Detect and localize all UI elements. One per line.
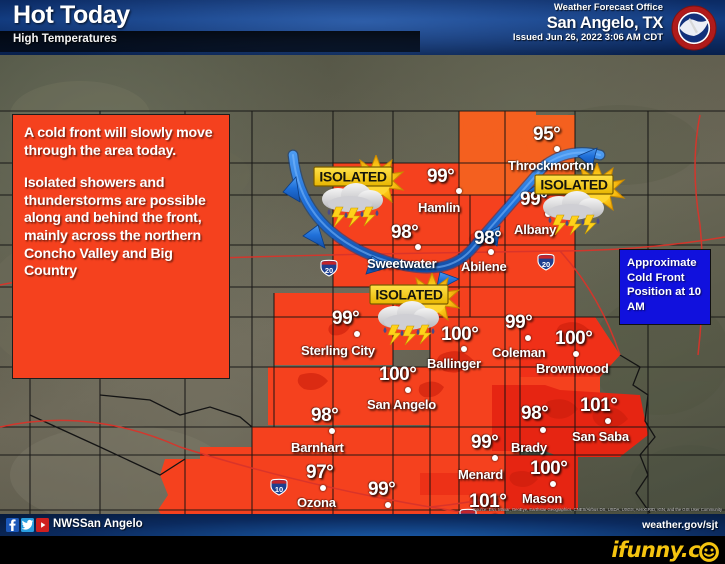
smiley-icon: [699, 541, 719, 562]
nws-logo-icon: [671, 5, 717, 51]
temperature-label: 95°: [533, 124, 561, 145]
city-point-marker: [488, 249, 494, 255]
interstate-shield-icon: 20: [319, 259, 339, 282]
city-point-marker: [492, 455, 498, 461]
ifunny-text: ifunny.c: [611, 538, 700, 562]
page-title: Hot Today: [13, 1, 130, 29]
interstate-shield-icon: 10: [458, 508, 478, 514]
temperature-label: 99°: [368, 479, 396, 500]
city-point-marker: [456, 188, 462, 194]
city-point-marker: [554, 146, 560, 152]
svg-text:ISOLATED: ISOLATED: [540, 177, 608, 193]
office-info: Weather Forecast Office San Angelo, TX I…: [512, 2, 664, 44]
city-label: San Saba: [572, 429, 629, 444]
city-label: Mason: [522, 491, 563, 506]
city-point-marker: [405, 387, 411, 393]
forecast-map[interactable]: ISOLATED ISOLATED ISOLATED 20 20 10 10 95° Thr…: [0, 55, 725, 514]
bottom-black-bar: [0, 536, 725, 564]
office-location: San Angelo, TX: [546, 13, 664, 32]
temperature-label: 101°: [469, 491, 507, 512]
temperature-label: 98°: [521, 403, 549, 424]
temperature-label: 99°: [505, 312, 533, 333]
city-label: Hamlin: [418, 200, 461, 215]
cold-front-line: [282, 147, 606, 292]
svg-text:ISOLATED: ISOLATED: [319, 169, 387, 185]
interstate-shield-icon: 20: [536, 253, 556, 276]
legend-text: Approximate Cold Front Position at 10 AM: [627, 257, 702, 313]
city-label: Barnhart: [291, 440, 344, 455]
city-label: Albany: [514, 222, 557, 237]
city-point-marker: [320, 485, 326, 491]
city-label: Throckmorton: [508, 158, 594, 173]
svg-text:10: 10: [275, 485, 283, 494]
city-label: Brady: [511, 440, 547, 455]
city-point-marker: [550, 481, 556, 487]
callout-paragraph-2: Isolated showers and thunderstorms are p…: [24, 175, 206, 280]
svg-text:20: 20: [325, 266, 333, 275]
temperature-label: 100°: [379, 364, 417, 385]
city-label: Abilene: [461, 259, 507, 274]
issued-timestamp: Issued Jun 26, 2022 3:06 AM CDT: [512, 32, 663, 44]
temperature-label: 100°: [530, 458, 568, 479]
temperature-label: 100°: [441, 324, 479, 345]
page-subtitle: High Temperatures: [13, 33, 117, 45]
interstate-shield-icon: 10: [269, 478, 289, 501]
temperature-label: 99°: [332, 308, 360, 329]
cold-front-legend: Approximate Cold Front Position at 10 AM: [619, 249, 711, 325]
footer-bar: NWSSan Angelo weather.gov/sjt: [0, 514, 725, 536]
sun-thunderstorm-icon: ISOLATED: [531, 163, 641, 235]
temperature-label: 97°: [306, 462, 334, 483]
ifunny-watermark: ifunny.c: [611, 536, 719, 564]
city-label: Sweetwater: [367, 256, 437, 271]
city-label: Menard: [458, 467, 504, 482]
forecast-text-box: A cold front will slowly move through th…: [12, 114, 230, 379]
city-label: Brownwood: [536, 361, 609, 376]
city-label: San Angelo: [367, 397, 437, 412]
svg-text:20: 20: [542, 260, 550, 269]
temperature-label: 99°: [427, 166, 455, 187]
facebook-icon[interactable]: [6, 518, 19, 532]
sun-thunderstorm-icon: ISOLATED: [310, 155, 420, 227]
temperature-label: 100°: [555, 328, 593, 349]
youtube-icon[interactable]: [36, 518, 49, 532]
temperature-label: 99°: [520, 189, 548, 210]
sun-thunderstorm-icon: ISOLATED: [366, 273, 476, 345]
city-point-marker: [461, 346, 467, 352]
city-label: Coleman: [492, 345, 546, 360]
city-label: Ozona: [297, 495, 336, 510]
city-label: Ballinger: [427, 356, 481, 371]
map-attribution: Source: Esri, Maxar, GeoEye, Earthstar G…: [473, 507, 722, 512]
city-point-marker: [354, 331, 360, 337]
city-point-marker: [415, 244, 421, 250]
temperature-label: 98°: [311, 405, 339, 426]
social-handle[interactable]: NWSSan Angelo: [53, 518, 143, 530]
city-point-marker: [540, 427, 546, 433]
office-label: Weather Forecast Office: [553, 2, 663, 13]
city-point-marker: [385, 502, 391, 508]
city-point-marker: [573, 351, 579, 357]
header-bar: Hot Today High Temperatures Weather Fore…: [0, 0, 725, 55]
website-link[interactable]: weather.gov/sjt: [642, 519, 718, 531]
city-point-marker: [329, 428, 335, 434]
svg-text:ISOLATED: ISOLATED: [375, 287, 443, 303]
temperature-label: 98°: [474, 228, 502, 249]
twitter-icon[interactable]: [21, 518, 34, 532]
city-label: Sterling City: [301, 343, 375, 358]
temperature-label: 101°: [580, 395, 618, 416]
city-point-marker: [605, 418, 611, 424]
temperature-label: 98°: [391, 222, 419, 243]
temperature-label: 99°: [471, 432, 499, 453]
header-subbar: [0, 31, 420, 52]
city-point-marker: [525, 335, 531, 341]
callout-paragraph-1: A cold front will slowly move through th…: [24, 125, 213, 159]
